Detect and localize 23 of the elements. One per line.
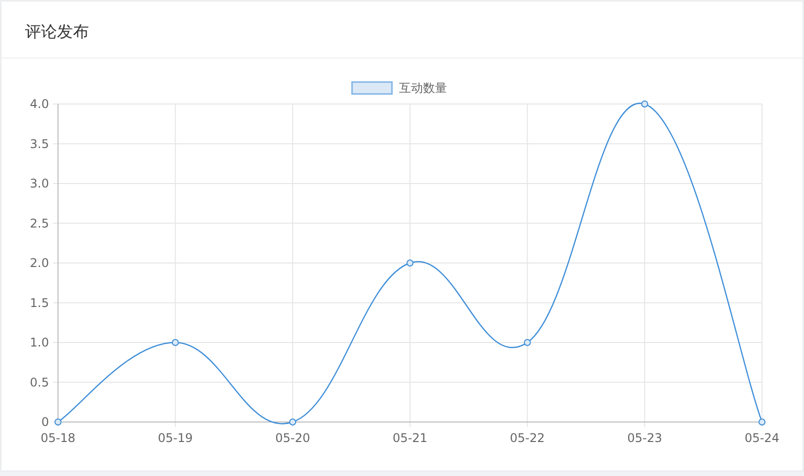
point (641, 100, 648, 108)
x-tick-label: 05-18 (40, 431, 76, 445)
y-tick-label: 0.5 (30, 375, 49, 390)
point (172, 339, 179, 346)
legend-label: 互动数量 (399, 81, 447, 95)
y-tick-label: 1.5 (30, 296, 49, 310)
x-tick-label: 05-24 (744, 431, 780, 445)
y-tick-label: 4.0 (30, 97, 49, 111)
x-tick-label: 05-19 (158, 431, 193, 445)
x-tick-label: 05-20 (275, 431, 310, 445)
point (54, 418, 62, 426)
y-tick-label: 1.0 (30, 336, 49, 350)
y-tick-label: 2.5 (30, 216, 49, 230)
chart-title: 评论发布 (25, 22, 89, 41)
y-tick-label: 3.0 (30, 176, 49, 190)
x-tick-label: 05-22 (510, 431, 545, 445)
point (406, 260, 414, 266)
x-tick-label: 05-21 (392, 431, 428, 445)
x-tick-label: 05-23 (627, 431, 662, 445)
y-tick-label: 2.0 (30, 256, 49, 270)
y-tick-label: 0 (41, 415, 49, 429)
y-tick-label: 3.5 (30, 136, 49, 151)
point (524, 339, 531, 346)
